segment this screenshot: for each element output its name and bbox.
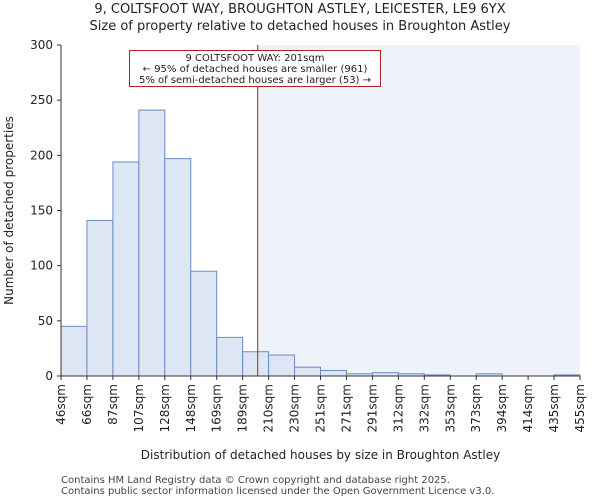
- y-tick-label: 200: [30, 148, 53, 162]
- x-tick-label: 210sqm: [262, 384, 276, 432]
- footer-line-1: Contains HM Land Registry data © Crown c…: [61, 475, 450, 486]
- chart-title: 9, COLTSFOOT WAY, BROUGHTON ASTLEY, LEIC…: [94, 2, 506, 17]
- x-tick-label: 148sqm: [184, 384, 198, 432]
- histogram-bar: [86, 219, 114, 377]
- y-tick-label: 100: [30, 259, 53, 273]
- x-tick-label: 128sqm: [158, 384, 172, 432]
- x-tick-label: 251sqm: [314, 384, 328, 432]
- x-tick-label: 435sqm: [547, 384, 561, 432]
- x-tick-label: 169sqm: [210, 384, 224, 432]
- x-tick-label: 332sqm: [417, 384, 431, 432]
- x-tick-label: 312sqm: [391, 384, 405, 432]
- histogram-bar: [60, 325, 88, 377]
- footer-line-2: Contains public sector information licen…: [61, 486, 495, 497]
- histogram-bar: [164, 158, 192, 377]
- x-tick-label: 46sqm: [54, 384, 68, 425]
- x-tick-label: 455sqm: [573, 384, 587, 432]
- histogram-chart: 0 50 100 150 200 250 300 46sqm 66sqm 87sqm 107sqm…: [2, 38, 587, 462]
- histogram-bar: [138, 109, 166, 377]
- y-tick-label: 50: [38, 314, 53, 328]
- x-tick-label: 271sqm: [339, 384, 353, 432]
- annotation-line-3: 5% of semi-detached houses are larger (5…: [138, 75, 372, 86]
- x-tick-label: 394sqm: [495, 384, 509, 432]
- x-tick-label: 414sqm: [521, 384, 535, 432]
- histogram-bar: [268, 354, 296, 377]
- x-tick-label: 291sqm: [365, 384, 379, 432]
- x-tick-label: 189sqm: [236, 384, 250, 432]
- x-tick-label: 107sqm: [132, 384, 146, 432]
- annotation-line-2: ← 95% of detached houses are smaller (96…: [142, 64, 368, 75]
- x-axis-label: Distribution of detached houses by size …: [141, 448, 500, 462]
- annotation-line-1: 9 COLTSFOOT WAY: 201sqm: [185, 53, 325, 64]
- histogram-bar: [320, 369, 347, 377]
- x-tick-label: 373sqm: [469, 384, 483, 432]
- histogram-bar: [216, 336, 244, 377]
- y-tick-label: 300: [30, 38, 53, 52]
- annotation-box: 9 COLTSFOOT WAY: 201sqm ← 95% of detache…: [129, 50, 381, 87]
- x-tick-label: 230sqm: [288, 384, 302, 432]
- histogram-bar: [294, 366, 321, 377]
- y-tick-label: 250: [30, 93, 53, 107]
- y-axis-label: Number of detached properties: [2, 116, 16, 305]
- histogram-bar: [112, 161, 140, 377]
- y-tick-label: 150: [30, 204, 53, 218]
- histogram-bar: [242, 351, 270, 377]
- larger-region-background: [257, 45, 580, 376]
- chart-subtitle: Size of property relative to detached ho…: [89, 19, 511, 34]
- x-tick-label: 66sqm: [80, 384, 94, 425]
- y-tick-label: 0: [45, 369, 53, 383]
- x-tick-label: 353sqm: [443, 384, 457, 432]
- histogram-bar: [190, 270, 218, 377]
- x-tick-label: 87sqm: [106, 384, 120, 425]
